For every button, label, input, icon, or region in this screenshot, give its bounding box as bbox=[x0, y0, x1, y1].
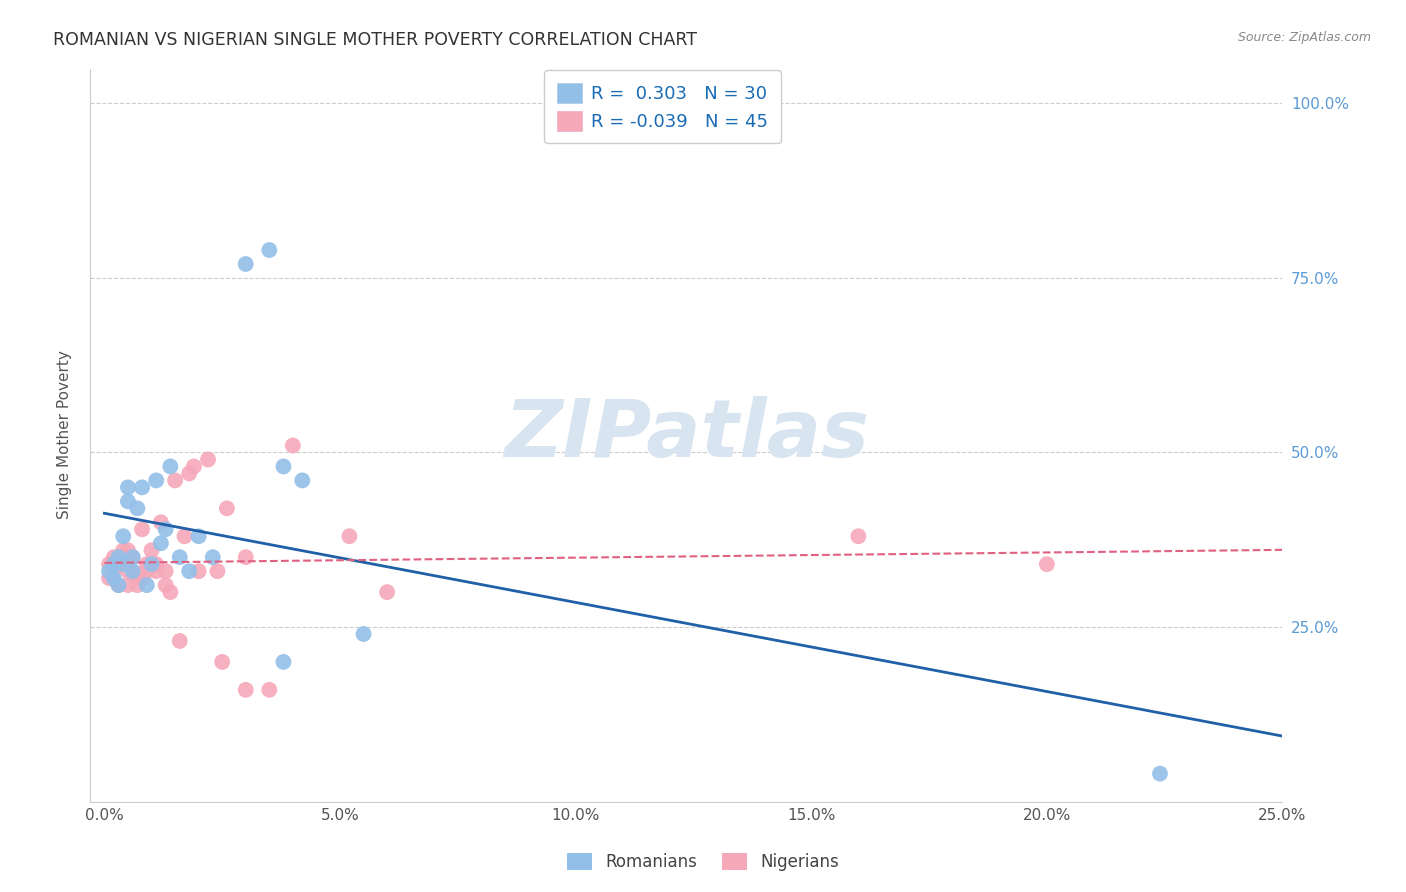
Point bbox=[141, 543, 163, 558]
Point bbox=[149, 536, 172, 550]
Point bbox=[107, 550, 129, 565]
Point bbox=[121, 550, 143, 565]
Point bbox=[135, 564, 157, 578]
Point bbox=[169, 634, 191, 648]
Point bbox=[848, 529, 870, 543]
Point bbox=[107, 557, 129, 571]
Point bbox=[179, 564, 201, 578]
Point bbox=[235, 682, 257, 697]
Point bbox=[145, 557, 167, 571]
Point bbox=[1149, 766, 1171, 780]
Point bbox=[155, 564, 177, 578]
Point bbox=[141, 557, 163, 571]
Point bbox=[131, 480, 153, 494]
Point bbox=[98, 557, 121, 571]
Point bbox=[259, 682, 281, 697]
Point bbox=[131, 522, 153, 536]
Point bbox=[149, 516, 172, 530]
Point bbox=[201, 550, 224, 565]
Point bbox=[103, 571, 125, 585]
Point bbox=[117, 480, 139, 494]
Point bbox=[107, 578, 129, 592]
Point bbox=[117, 543, 139, 558]
Point bbox=[375, 585, 398, 599]
Legend: R =  0.303   N = 30, R = -0.039   N = 45: R = 0.303 N = 30, R = -0.039 N = 45 bbox=[544, 70, 780, 144]
Point bbox=[98, 571, 121, 585]
Point bbox=[353, 627, 375, 641]
Point bbox=[155, 578, 177, 592]
Point bbox=[145, 564, 167, 578]
Text: ZIPatlas: ZIPatlas bbox=[503, 396, 869, 474]
Point bbox=[197, 452, 219, 467]
Point bbox=[121, 564, 143, 578]
Point bbox=[207, 564, 229, 578]
Point bbox=[183, 459, 205, 474]
Point bbox=[98, 564, 121, 578]
Text: Source: ZipAtlas.com: Source: ZipAtlas.com bbox=[1237, 31, 1371, 45]
Point bbox=[141, 557, 163, 571]
Y-axis label: Single Mother Poverty: Single Mother Poverty bbox=[58, 351, 72, 519]
Point bbox=[135, 578, 157, 592]
Point bbox=[121, 550, 143, 565]
Point bbox=[215, 501, 238, 516]
Point bbox=[135, 557, 157, 571]
Point bbox=[112, 529, 135, 543]
Point bbox=[211, 655, 233, 669]
Point bbox=[112, 543, 135, 558]
Point bbox=[103, 564, 125, 578]
Point bbox=[1036, 557, 1059, 571]
Point bbox=[291, 474, 314, 488]
Point bbox=[131, 571, 153, 585]
Point bbox=[103, 550, 125, 565]
Point bbox=[235, 550, 257, 565]
Point bbox=[112, 557, 135, 571]
Legend: Romanians, Nigerians: Romanians, Nigerians bbox=[558, 845, 848, 880]
Point bbox=[103, 557, 125, 571]
Point bbox=[187, 529, 209, 543]
Point bbox=[127, 501, 149, 516]
Point bbox=[173, 529, 195, 543]
Point bbox=[235, 257, 257, 271]
Point bbox=[259, 243, 281, 257]
Point bbox=[117, 494, 139, 508]
Point bbox=[187, 564, 209, 578]
Point bbox=[127, 578, 149, 592]
Point bbox=[339, 529, 361, 543]
Point bbox=[121, 564, 143, 578]
Point bbox=[273, 655, 295, 669]
Point bbox=[127, 571, 149, 585]
Text: ROMANIAN VS NIGERIAN SINGLE MOTHER POVERTY CORRELATION CHART: ROMANIAN VS NIGERIAN SINGLE MOTHER POVER… bbox=[53, 31, 697, 49]
Point bbox=[281, 438, 304, 452]
Point bbox=[117, 578, 139, 592]
Point bbox=[159, 459, 181, 474]
Point bbox=[112, 557, 135, 571]
Point bbox=[169, 550, 191, 565]
Point bbox=[159, 585, 181, 599]
Point bbox=[273, 459, 295, 474]
Point bbox=[117, 564, 139, 578]
Point bbox=[107, 578, 129, 592]
Point bbox=[179, 467, 201, 481]
Point bbox=[155, 522, 177, 536]
Point bbox=[165, 474, 187, 488]
Point bbox=[145, 474, 167, 488]
